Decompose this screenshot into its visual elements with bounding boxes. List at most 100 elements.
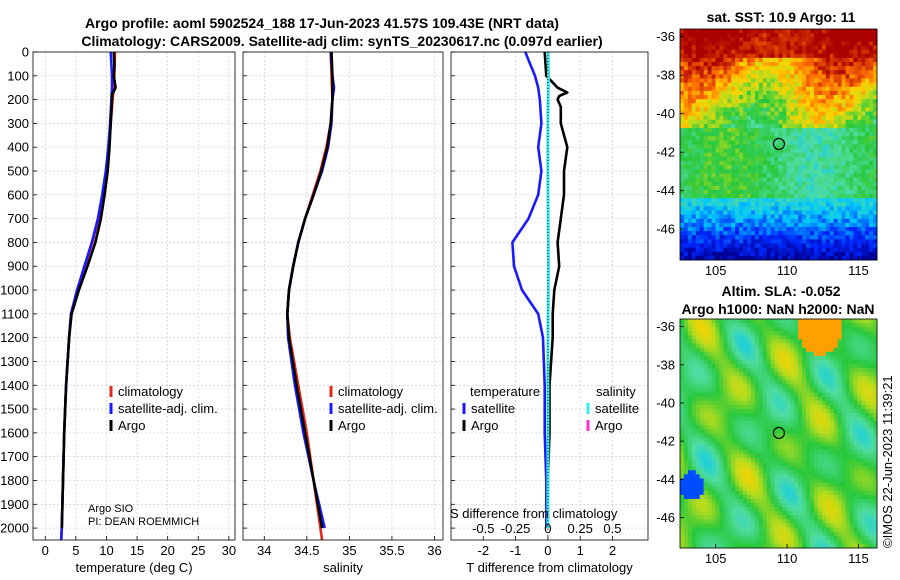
map-cell [813,449,819,455]
map-cell [739,392,744,398]
map-cell [786,421,791,426]
map-cell [837,132,842,137]
map-cell [683,86,689,92]
map-cell [798,413,803,418]
map-cell [711,111,716,117]
map-cell [829,214,835,220]
map-cell [750,437,756,443]
map-cell [849,351,854,357]
map-cell [739,107,744,112]
map-cell [754,53,760,59]
map-cell [735,388,740,394]
map-cell [715,173,720,178]
map-cell [750,86,756,92]
map-cell [829,156,835,162]
map-cell [750,41,756,46]
map-cell [821,132,827,137]
map-cell [695,115,701,121]
map-cell [739,37,744,42]
map-cell [699,400,705,406]
map-cell [841,103,846,108]
map-cell [837,384,842,389]
map-cell [707,425,712,430]
map-cell [778,384,783,389]
map-cell [766,421,772,426]
map-cell [825,462,831,467]
map-cell [774,255,779,261]
map-cell [865,429,870,434]
map-cell [754,445,760,451]
map-cell [707,194,712,199]
map-cell [695,247,701,253]
map-cell [715,45,720,51]
map-cell [817,128,823,133]
map-cell [746,194,752,199]
map-cell [711,363,716,369]
map-cell [821,156,827,162]
map-cell [711,82,716,88]
map-cell [813,255,819,261]
map-cell [810,218,815,224]
map-cell [754,62,760,67]
map-cell [739,70,744,75]
map-cell [723,107,728,112]
map-cell [739,86,744,92]
map-cell [833,49,838,55]
map-cell [711,425,716,430]
map-cell [857,132,862,137]
map-cell [798,144,803,150]
map-cell [766,119,772,125]
map-cell [770,449,775,455]
map-cell [833,445,838,451]
map-cell [695,148,701,154]
map-cell [821,198,827,203]
map-cell [806,33,811,38]
map-cell [731,327,736,332]
map-cell [790,343,795,349]
map-cell [802,458,807,463]
map-cell [857,392,862,398]
map-cell [857,49,862,55]
map-cell [829,243,835,249]
map-cell [802,206,807,211]
map-cell [861,189,866,195]
map-cell [825,57,831,63]
map-cell [703,425,708,430]
map-cell [731,103,736,108]
map-cell [810,474,815,479]
map-cell [849,115,854,121]
map-cell [841,189,846,195]
map-cell [790,49,795,55]
map-cell [683,429,689,434]
map-cell [774,57,779,63]
map-cell [817,148,823,154]
series-line-climatology [59,51,117,541]
map-cell [758,189,764,195]
map-cell [873,400,878,406]
map-cell [873,169,878,174]
map-cell [680,173,685,178]
map-cell [798,335,803,340]
map-cell [739,255,744,261]
map-cell [837,363,842,369]
map-cell [739,235,744,240]
map-cell [861,425,866,430]
map-cell [727,400,732,406]
map-cell [849,53,854,59]
map-cell [833,413,838,418]
map-cell [743,466,748,471]
map-cell [750,388,756,394]
map-cell [794,251,799,257]
map-cell [817,49,823,55]
map-cell [853,355,858,361]
map-cell [865,62,870,67]
map-cell [687,181,693,187]
map-cell [711,343,716,349]
map-cell [782,470,787,475]
map-cell [735,247,740,253]
difference-panel: -2 -1 0 1 2T difference from climatology [450,51,649,575]
x-axis-label: temperature (deg C) [75,560,192,575]
map-cell [695,194,701,199]
map-cell [711,119,716,125]
map-cell [813,152,819,158]
